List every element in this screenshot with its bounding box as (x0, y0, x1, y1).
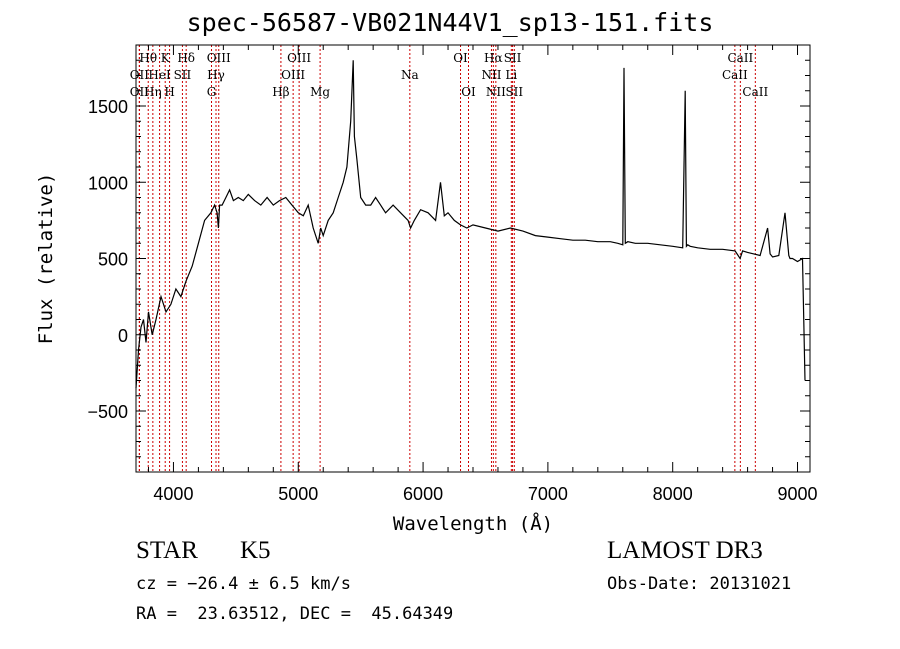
line-marker-label: H (164, 85, 174, 99)
line-marker-label: NII (481, 68, 501, 82)
y-tick-label: 1500 (88, 97, 128, 117)
y-tick-label: 0 (118, 326, 128, 346)
line-marker-label: G (207, 85, 217, 99)
x-axis-label: Wavelength (Å) (393, 512, 553, 535)
line-marker-label: CaII (722, 68, 748, 82)
x-tick-label: 6000 (403, 484, 443, 504)
line-markers (138, 45, 756, 472)
y-tick-label: 500 (98, 250, 128, 270)
line-marker-label: OI (461, 85, 476, 99)
line-marker-label: Hθ (139, 51, 157, 65)
y-tick-label: 1000 (88, 173, 128, 193)
object-class: STAR (136, 537, 198, 564)
axis-ticks: 4000 5000 6000 7000 8000 9000 −500 0 500 1000 1500 (87, 45, 818, 504)
line-marker-label: SII (505, 85, 523, 99)
line-marker-label: Hβ (272, 85, 289, 99)
line-marker-label: Hδ (177, 51, 195, 65)
line-marker-label: Na (401, 68, 419, 82)
x-tick-label: 5000 (278, 484, 318, 504)
x-tick-label: 7000 (528, 484, 568, 504)
line-marker-label: NII (486, 85, 506, 99)
coordinates: RA = 23.63512, DEC = 45.64349 (136, 604, 454, 624)
line-marker-label: OIII (281, 68, 305, 82)
line-marker-label: Hη (144, 85, 162, 99)
redshift-cz: cz = −26.4 ± 6.5 km/s (136, 574, 351, 594)
chart-title: spec-56587-VB021N44V1_sp13-151.fits (186, 8, 714, 37)
line-marker-label: K (161, 51, 171, 65)
line-marker-label: OI (453, 51, 468, 65)
y-axis-label: Flux (relative) (35, 173, 57, 345)
line-marker-label: OII (130, 85, 150, 99)
line-marker-label: Hα (484, 51, 503, 65)
x-tick-label: 8000 (653, 484, 693, 504)
line-marker-label: Mg (310, 85, 330, 99)
line-marker-label: HeI (148, 68, 171, 82)
plot-frame (135, 44, 811, 473)
spectrum-line (135, 60, 806, 389)
line-marker-label: SII (174, 68, 192, 82)
line-marker-label: CaII (727, 51, 753, 65)
line-marker-label: CaII (742, 85, 768, 99)
obs-date: Obs-Date: 20131021 (607, 574, 792, 594)
x-tick-label: 4000 (153, 484, 193, 504)
object-subclass: K5 (240, 537, 271, 564)
line-marker-label: OIII (207, 51, 231, 65)
survey-name: LAMOST DR3 (607, 537, 763, 564)
line-marker-label: OIII (287, 51, 311, 65)
y-tick-label: −500 (87, 402, 128, 422)
x-tick-label: 9000 (777, 484, 817, 504)
line-marker-label: Li (505, 68, 517, 82)
line-marker-label: Hγ (207, 68, 225, 82)
line-marker-label: SII (504, 51, 522, 65)
